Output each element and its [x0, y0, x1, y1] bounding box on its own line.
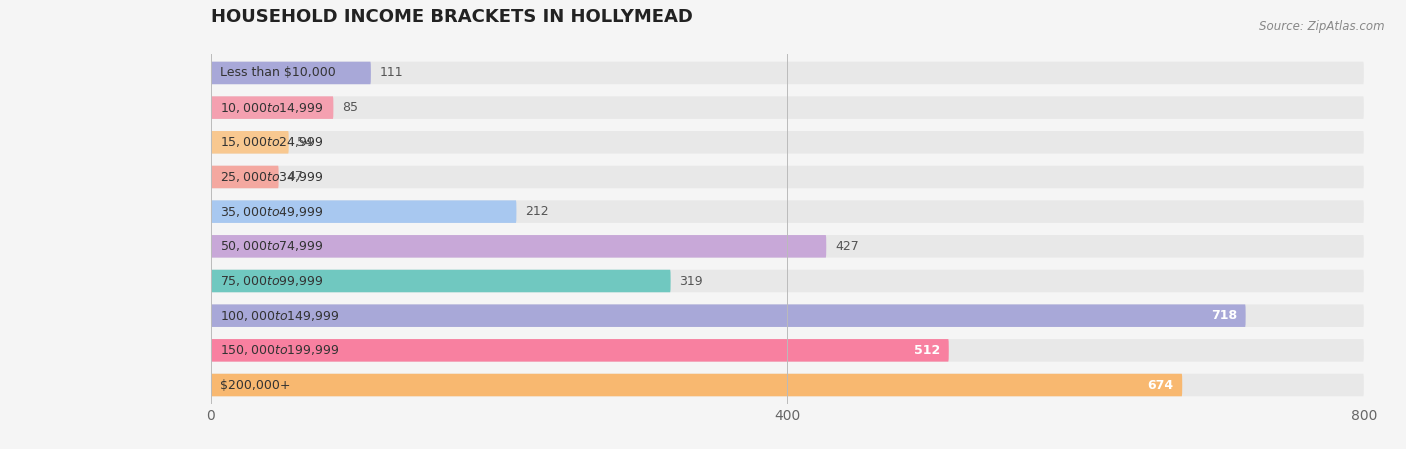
Text: 212: 212 — [524, 205, 548, 218]
FancyBboxPatch shape — [211, 235, 1364, 258]
FancyBboxPatch shape — [211, 200, 1364, 223]
Text: $10,000 to $14,999: $10,000 to $14,999 — [219, 101, 323, 114]
Text: 319: 319 — [679, 274, 703, 287]
Text: $200,000+: $200,000+ — [219, 379, 290, 392]
Text: $100,000 to $149,999: $100,000 to $149,999 — [219, 308, 339, 323]
FancyBboxPatch shape — [211, 374, 1182, 396]
Text: 718: 718 — [1211, 309, 1237, 322]
FancyBboxPatch shape — [211, 62, 371, 84]
Text: 512: 512 — [914, 344, 941, 357]
FancyBboxPatch shape — [211, 62, 1364, 84]
FancyBboxPatch shape — [211, 131, 288, 154]
Text: $150,000 to $199,999: $150,000 to $199,999 — [219, 343, 339, 357]
Text: Source: ZipAtlas.com: Source: ZipAtlas.com — [1260, 20, 1385, 33]
FancyBboxPatch shape — [211, 235, 827, 258]
Text: $50,000 to $74,999: $50,000 to $74,999 — [219, 239, 323, 253]
Text: Less than $10,000: Less than $10,000 — [219, 66, 335, 79]
Text: $75,000 to $99,999: $75,000 to $99,999 — [219, 274, 323, 288]
FancyBboxPatch shape — [211, 304, 1364, 327]
FancyBboxPatch shape — [211, 97, 333, 119]
FancyBboxPatch shape — [211, 166, 1364, 188]
FancyBboxPatch shape — [211, 304, 1246, 327]
FancyBboxPatch shape — [211, 200, 516, 223]
Text: 54: 54 — [298, 136, 314, 149]
Text: 111: 111 — [380, 66, 404, 79]
FancyBboxPatch shape — [211, 166, 278, 188]
FancyBboxPatch shape — [211, 270, 1364, 292]
Text: $25,000 to $34,999: $25,000 to $34,999 — [219, 170, 323, 184]
Text: $15,000 to $24,999: $15,000 to $24,999 — [219, 135, 323, 150]
Text: 85: 85 — [342, 101, 359, 114]
Text: $35,000 to $49,999: $35,000 to $49,999 — [219, 205, 323, 219]
FancyBboxPatch shape — [211, 270, 671, 292]
Text: 674: 674 — [1147, 379, 1174, 392]
FancyBboxPatch shape — [211, 374, 1364, 396]
Text: HOUSEHOLD INCOME BRACKETS IN HOLLYMEAD: HOUSEHOLD INCOME BRACKETS IN HOLLYMEAD — [211, 8, 693, 26]
Text: 427: 427 — [835, 240, 859, 253]
FancyBboxPatch shape — [211, 97, 1364, 119]
Text: 47: 47 — [287, 171, 304, 184]
FancyBboxPatch shape — [211, 339, 949, 361]
FancyBboxPatch shape — [211, 339, 1364, 361]
FancyBboxPatch shape — [211, 131, 1364, 154]
